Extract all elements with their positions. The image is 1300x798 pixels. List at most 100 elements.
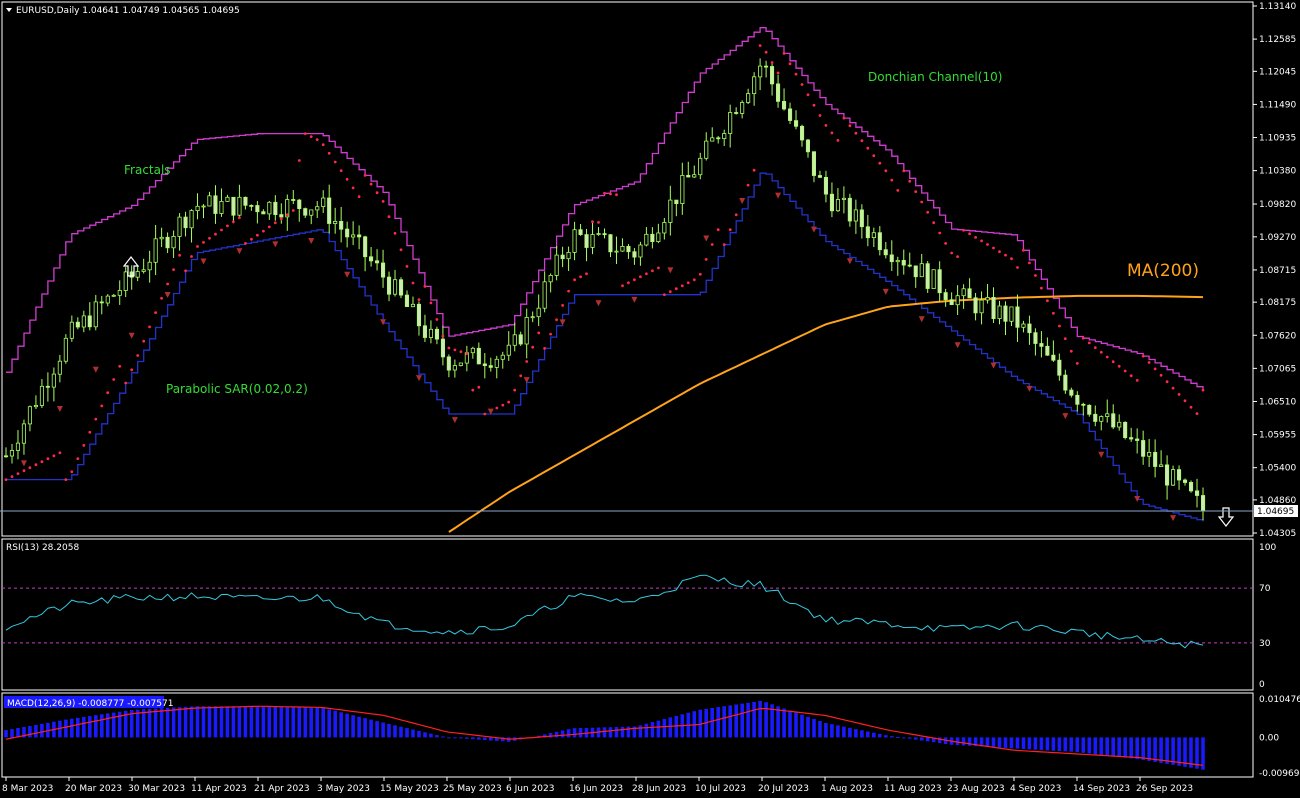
macd-bar: [417, 730, 421, 738]
macd-bar: [171, 707, 176, 738]
fractal-marker: [990, 362, 997, 369]
candle-body: [817, 175, 822, 178]
date-tick-label: 20 Jul 2023: [758, 784, 809, 794]
macd-bar: [907, 737, 912, 739]
macd-bar: [644, 723, 649, 738]
candle-body: [1195, 490, 1200, 496]
macd-bar: [1033, 737, 1038, 750]
macd-bar: [1039, 737, 1044, 750]
sar-dot: [842, 116, 846, 120]
macd-bar: [1171, 737, 1175, 765]
candle-body: [446, 356, 451, 371]
fractal-marker: [380, 319, 387, 326]
candle-body: [81, 315, 86, 328]
candle-body: [285, 199, 290, 218]
fractal-marker: [667, 267, 674, 274]
macd-bar: [812, 718, 816, 738]
candle-body: [686, 174, 691, 178]
sar-dot: [46, 457, 50, 461]
macd-bar: [919, 737, 924, 741]
macd-bar: [1195, 737, 1199, 769]
sar-dot: [106, 391, 110, 395]
macd-bar: [572, 728, 577, 738]
sar-dot: [1135, 379, 1139, 382]
fractal-marker: [1098, 451, 1105, 458]
macd-bar: [698, 709, 703, 738]
sar-dot: [28, 466, 32, 470]
candle-body: [273, 201, 278, 216]
rsi-tick-label: 0: [1259, 680, 1265, 690]
candle-body: [261, 211, 266, 215]
candle-body: [267, 201, 272, 215]
macd-bar: [237, 706, 242, 738]
macd-bar: [1153, 737, 1157, 762]
macd-bar: [76, 717, 80, 738]
macd-bar: [1135, 737, 1139, 760]
donchian-channel: [6, 27, 1204, 522]
macd-bar: [764, 702, 768, 738]
sar-dot: [854, 131, 858, 135]
candle-body: [1129, 437, 1134, 440]
candle-body: [841, 197, 846, 200]
fractal-marker: [1026, 385, 1033, 392]
candle-body: [111, 294, 116, 297]
candle-body: [153, 238, 158, 263]
candle-body: [937, 269, 942, 294]
macd-bar: [231, 706, 236, 738]
candle-body: [357, 234, 362, 238]
candle-body: [21, 423, 26, 444]
macd-bar: [1201, 737, 1205, 770]
macd-bar: [734, 704, 738, 738]
macd-bar: [393, 725, 397, 738]
sar-dot: [513, 388, 517, 392]
sar-dot: [974, 236, 977, 239]
candle-body: [907, 264, 912, 267]
candle-body: [410, 303, 415, 308]
candle-body: [931, 269, 936, 290]
candle-body: [823, 176, 828, 195]
candle-body: [1171, 469, 1176, 486]
macd-bar: [363, 718, 367, 738]
macd-bar: [662, 719, 667, 738]
fractal-marker: [308, 237, 315, 244]
candle-body: [979, 299, 984, 314]
sar-dot: [567, 289, 570, 293]
candle-body: [524, 316, 529, 345]
candle-body: [865, 226, 870, 239]
sar-dot: [477, 385, 481, 389]
sar-dot: [674, 287, 678, 291]
macd-bar: [1111, 737, 1115, 757]
date-tick-label: 26 Sep 2023: [1136, 784, 1193, 794]
sar-dot: [285, 213, 289, 217]
sar-dot: [172, 268, 176, 271]
fractal-marker: [595, 300, 602, 307]
macd-bar: [189, 706, 194, 738]
header-dropdown-icon[interactable]: [6, 8, 12, 12]
macd-bar: [10, 729, 14, 738]
sar-dot: [4, 478, 8, 481]
sar-dot: [734, 213, 738, 217]
macd-bar: [842, 726, 846, 738]
current-price-text: 1.04695: [1257, 507, 1294, 517]
sar-dot: [309, 135, 313, 139]
candle-body: [434, 328, 439, 340]
candle-body: [596, 233, 601, 236]
macd-bar: [818, 721, 822, 738]
candle-body: [141, 269, 146, 272]
fractals: [20, 192, 1177, 522]
date-tick-label: 4 Sep 2023: [1010, 784, 1061, 794]
sar-dot: [34, 463, 38, 467]
rsi-tick-label: 30: [1259, 639, 1271, 649]
macd-bar: [1159, 737, 1163, 763]
macd-bar: [902, 737, 906, 739]
fractal-marker: [1170, 515, 1177, 522]
sar-dot: [645, 272, 648, 276]
macd-bar: [4, 730, 8, 738]
macd-bar: [931, 737, 936, 743]
sar-dot: [830, 131, 834, 135]
macd-bar: [471, 737, 475, 740]
up-arrow-icon: [122, 256, 140, 277]
macd-bar: [1045, 737, 1050, 751]
candle-body: [1093, 413, 1098, 422]
